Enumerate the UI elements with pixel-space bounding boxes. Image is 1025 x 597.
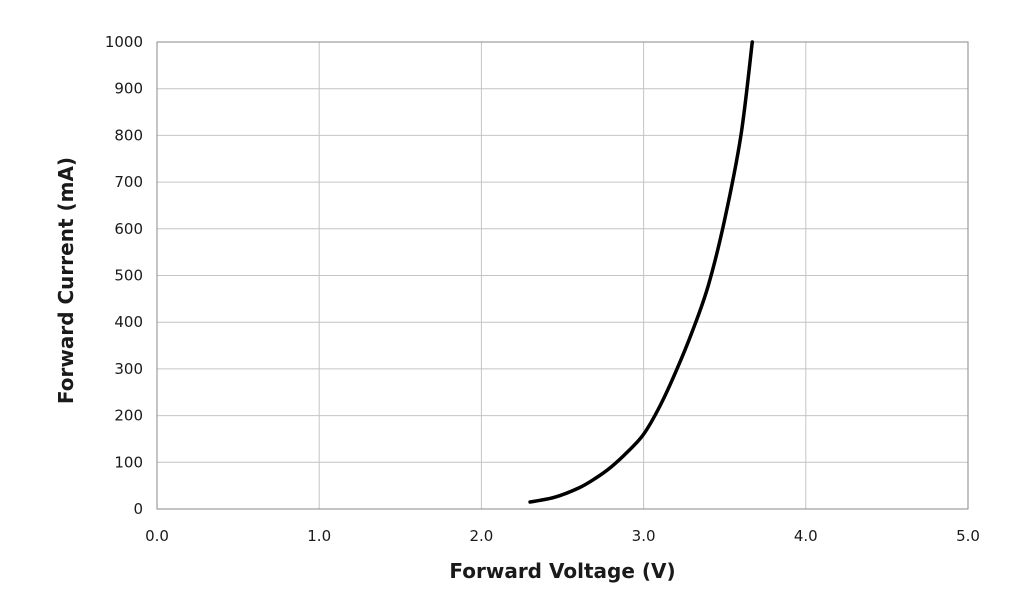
x-tick-label: 0.0: [145, 527, 169, 545]
x-tick-label: 2.0: [469, 527, 493, 545]
y-axis: 0 100 200 300 400 500 600 700 800 900 1000: [105, 33, 143, 518]
y-tick-label: 0: [133, 500, 143, 518]
y-tick-label: 700: [114, 173, 143, 191]
y-tick-label: 200: [114, 407, 143, 425]
y-tick-label: 800: [114, 126, 143, 144]
x-tick-label: 5.0: [956, 527, 980, 545]
x-tick-label: 1.0: [307, 527, 331, 545]
x-tick-label: 4.0: [794, 527, 818, 545]
series-line: [528, 40, 755, 504]
y-tick-label: 500: [114, 267, 143, 285]
y-tick-label: 300: [114, 360, 143, 378]
y-tick-label: 600: [114, 220, 143, 238]
y-axis-title: Forward Current (mA): [54, 157, 78, 404]
y-tick-label: 100: [114, 453, 143, 471]
y-tick-label: 900: [114, 80, 143, 98]
grid: [156, 41, 969, 510]
series-layer: [528, 40, 755, 504]
y-tick-label: 1000: [105, 33, 143, 51]
x-tick-label: 3.0: [632, 527, 656, 545]
plot-area: [156, 41, 969, 510]
x-axis: 0.0 1.0 2.0 3.0 4.0 5.0: [145, 527, 980, 545]
y-tick-label: 400: [114, 313, 143, 331]
x-axis-title: Forward Voltage (V): [449, 559, 675, 583]
